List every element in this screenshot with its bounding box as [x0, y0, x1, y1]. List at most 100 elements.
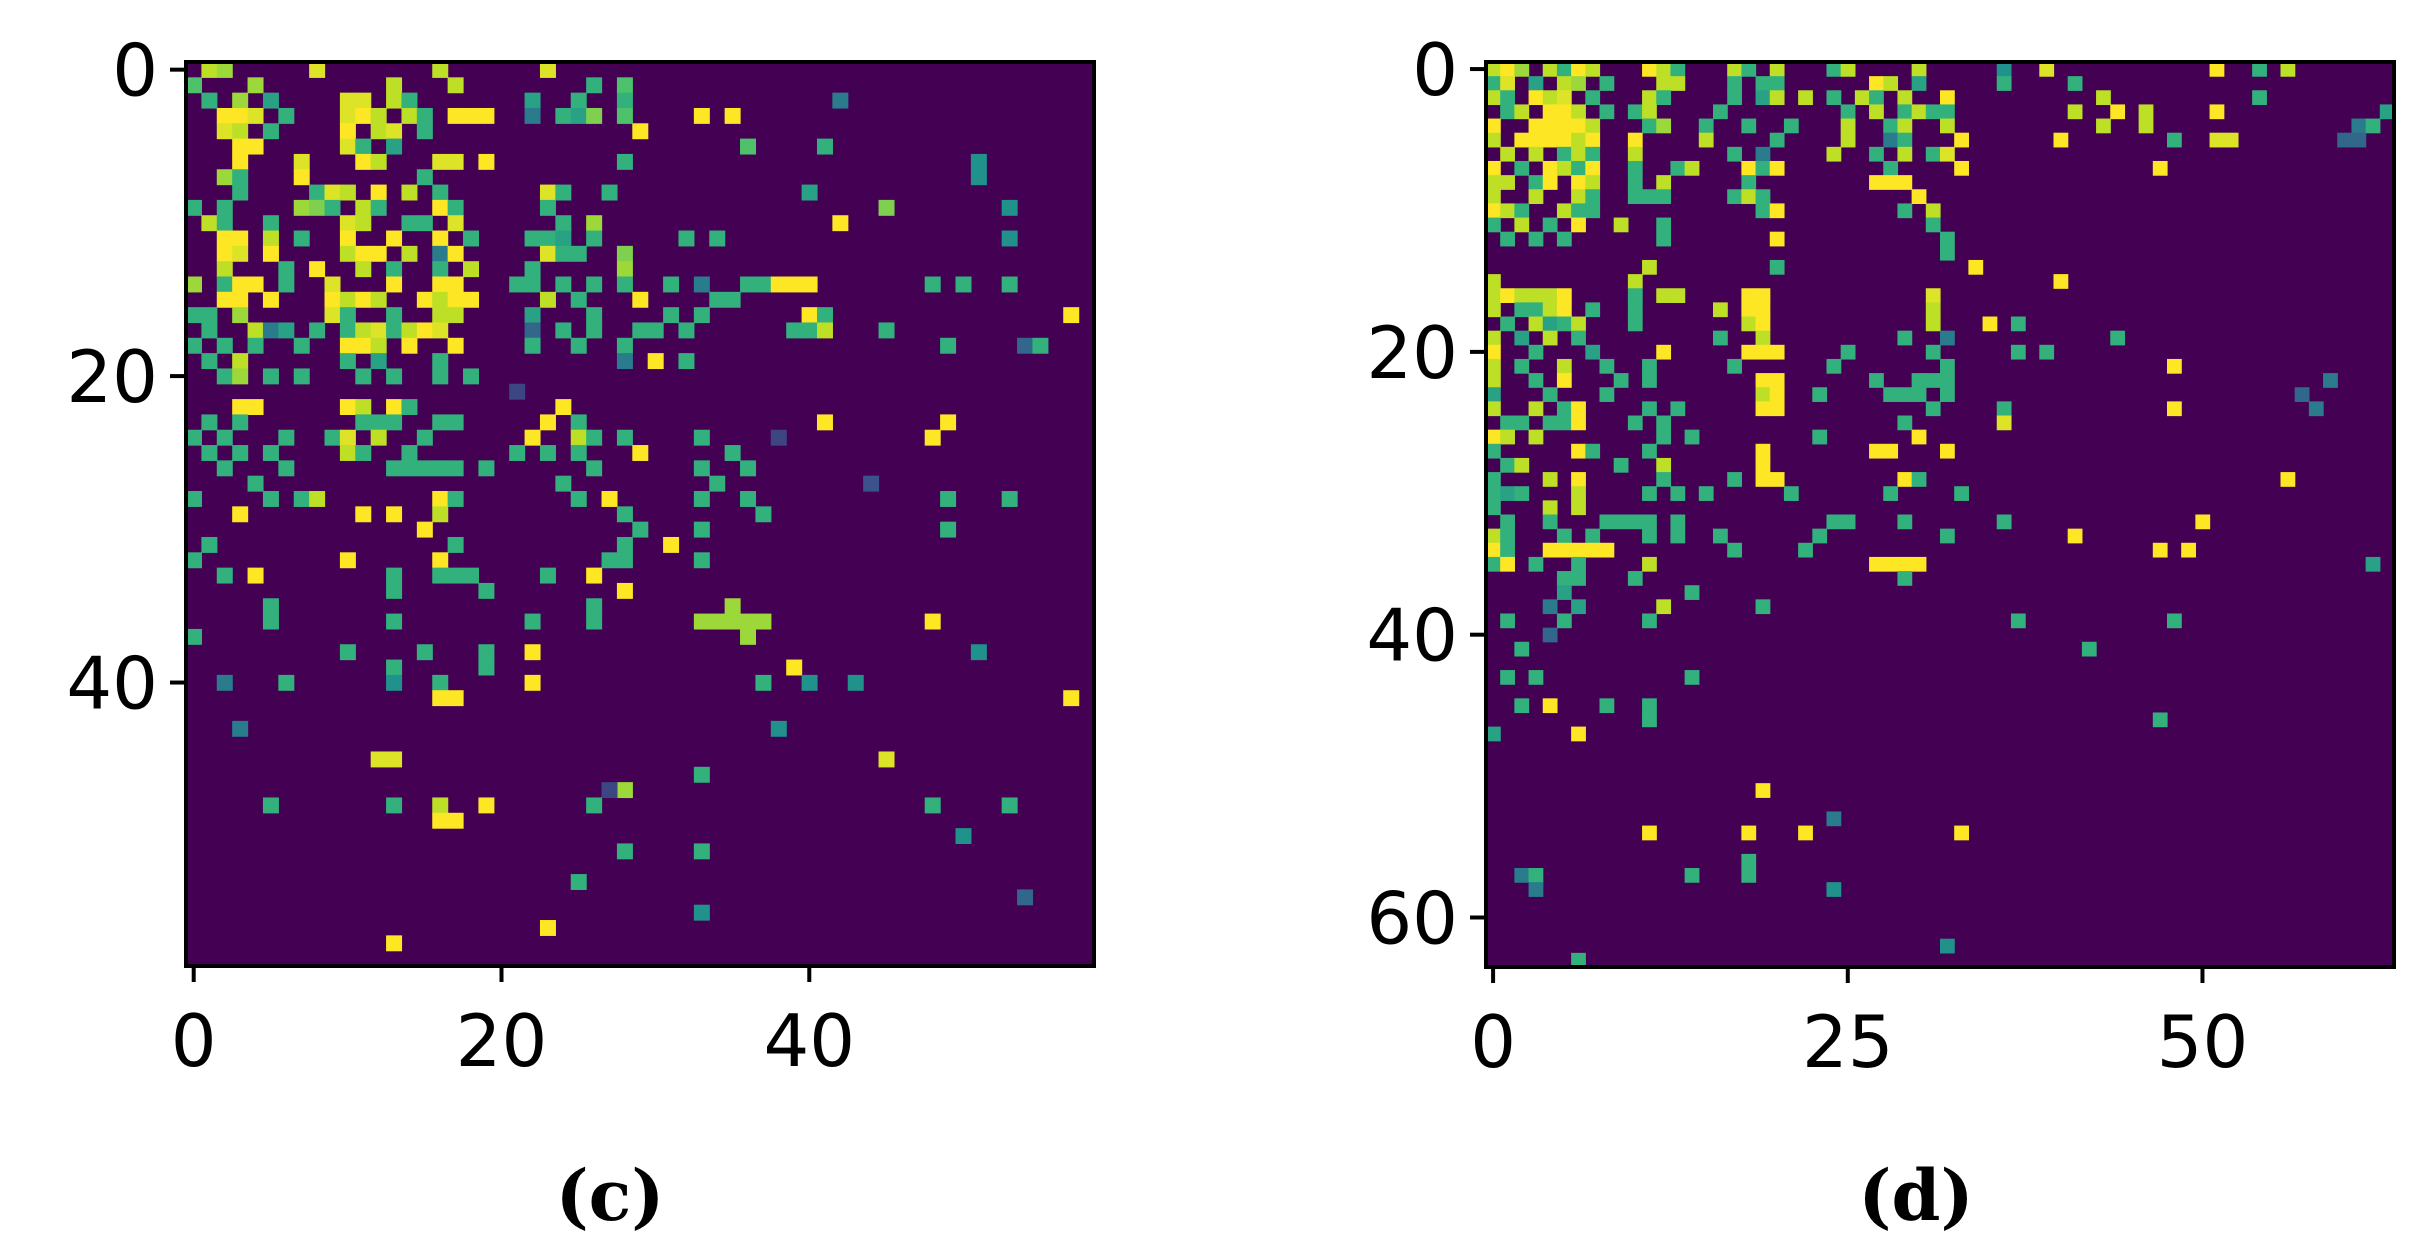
heatmap-cell [432, 674, 449, 691]
heatmap-cell [1826, 811, 1842, 827]
heatmap-cell [355, 337, 372, 354]
heatmap-cell [232, 291, 249, 308]
heatmap-cell [693, 613, 710, 630]
heatmap-cell [293, 169, 310, 186]
heatmap-cell [1869, 146, 1884, 162]
heatmap-cell [616, 77, 633, 94]
heatmap-cell [586, 107, 603, 124]
heatmap-cell [570, 445, 587, 461]
heatmap-cell [432, 812, 449, 829]
heatmap-cell [370, 107, 387, 124]
heatmap-cell [740, 276, 757, 293]
heatmap-cell [1656, 175, 1672, 190]
heatmap-cell [478, 659, 495, 676]
heatmap-cell [801, 322, 818, 339]
heatmap-cell [1514, 358, 1530, 374]
heatmap-cell [1656, 62, 1672, 77]
heatmap-cell [1755, 401, 1771, 417]
heatmap-cell [1897, 203, 1913, 219]
heatmap-cell [1514, 62, 1530, 77]
heatmap-cell [232, 230, 249, 247]
heatmap-cell [262, 491, 279, 507]
heatmap-cell [1486, 217, 1501, 233]
heatmap-cell [586, 797, 603, 814]
heatmap-cell [386, 659, 403, 676]
heatmap-cell [616, 552, 633, 569]
heatmap-cell [1656, 76, 1672, 91]
heatmap-cell [2096, 90, 2111, 106]
heatmap-cell [370, 751, 387, 768]
heatmap-cell [478, 107, 495, 124]
heatmap-cell [616, 153, 633, 170]
heatmap-cell [370, 184, 387, 201]
heatmap-cell [293, 491, 310, 507]
heatmap-cell [539, 62, 556, 78]
heatmap-cell [570, 337, 587, 354]
heatmap-cell [432, 460, 449, 477]
heatmap-cell [1925, 373, 1941, 388]
heatmap-cell [1486, 62, 1501, 77]
heatmap-cell [709, 613, 726, 630]
heatmap-cell [1627, 104, 1643, 120]
heatmap-cell [2365, 118, 2381, 134]
heatmap-cell [1500, 76, 1515, 91]
heatmap-cell [386, 567, 403, 584]
heatmap-cell [1514, 330, 1530, 346]
heatmap-cell [1642, 443, 1657, 459]
heatmap-cell [1670, 76, 1686, 91]
heatmap-cell [1769, 344, 1785, 360]
heatmap-cell [324, 291, 341, 308]
heatmap-cell [247, 399, 264, 415]
heatmap-cell [539, 920, 556, 936]
heatmap-cell [1897, 472, 1913, 487]
heatmap-cell [1826, 882, 1842, 897]
heatmap-cell [1741, 288, 1757, 303]
heatmap-cell [1542, 542, 1558, 558]
heatmap-cell [278, 674, 295, 691]
heatmap-cell [586, 215, 603, 232]
heatmap-cell [1063, 690, 1080, 707]
heatmap-cell [1486, 288, 1501, 303]
heatmap-cell [1755, 344, 1771, 360]
heatmap-cell [2067, 76, 2083, 91]
heatmap-cell [1613, 514, 1629, 530]
heatmap-cell [524, 230, 541, 247]
heatmap-cell [370, 199, 387, 216]
heatmap-cell [524, 337, 541, 354]
heatmap-cell [1571, 217, 1586, 233]
heatmap-cell [1542, 302, 1558, 318]
heatmap-cell [693, 843, 710, 860]
heatmap-cell [1556, 132, 1572, 148]
heatmap-cell [1627, 146, 1643, 162]
y-tick-label: 40 [1366, 594, 1458, 678]
heatmap-cell [1556, 373, 1572, 388]
heatmap-cell [370, 291, 387, 308]
heatmap-cell [2110, 330, 2126, 346]
heatmap-cell [278, 107, 295, 124]
heatmap-cell [724, 291, 741, 308]
heatmap-cell [1670, 401, 1686, 417]
heatmap-cell [262, 797, 279, 814]
heatmap-cell [1571, 76, 1586, 91]
heatmap-cell [1741, 853, 1757, 869]
heatmap-cell [1585, 542, 1601, 558]
heatmap-cell [386, 138, 403, 155]
heatmap-cell [2081, 641, 2097, 657]
heatmap-cell [309, 184, 326, 201]
heatmap-cell [447, 215, 464, 232]
heatmap-cell [1670, 62, 1686, 77]
heatmap-cell [1684, 160, 1700, 176]
heatmap-cell [1642, 62, 1657, 77]
heatmap-cell [539, 291, 556, 308]
heatmap-cell [1556, 160, 1572, 176]
heatmap-cell [355, 506, 372, 523]
heatmap-cell [955, 828, 972, 845]
heatmap-cell [1755, 302, 1771, 318]
heatmap-cell [1911, 76, 1927, 91]
heatmap-cell [1911, 387, 1927, 402]
heatmap-cell [1542, 62, 1558, 77]
heatmap-cell [2053, 132, 2069, 148]
heatmap-cell [2152, 712, 2168, 728]
heatmap-cell [432, 322, 449, 339]
heatmap-cell [1486, 443, 1501, 459]
